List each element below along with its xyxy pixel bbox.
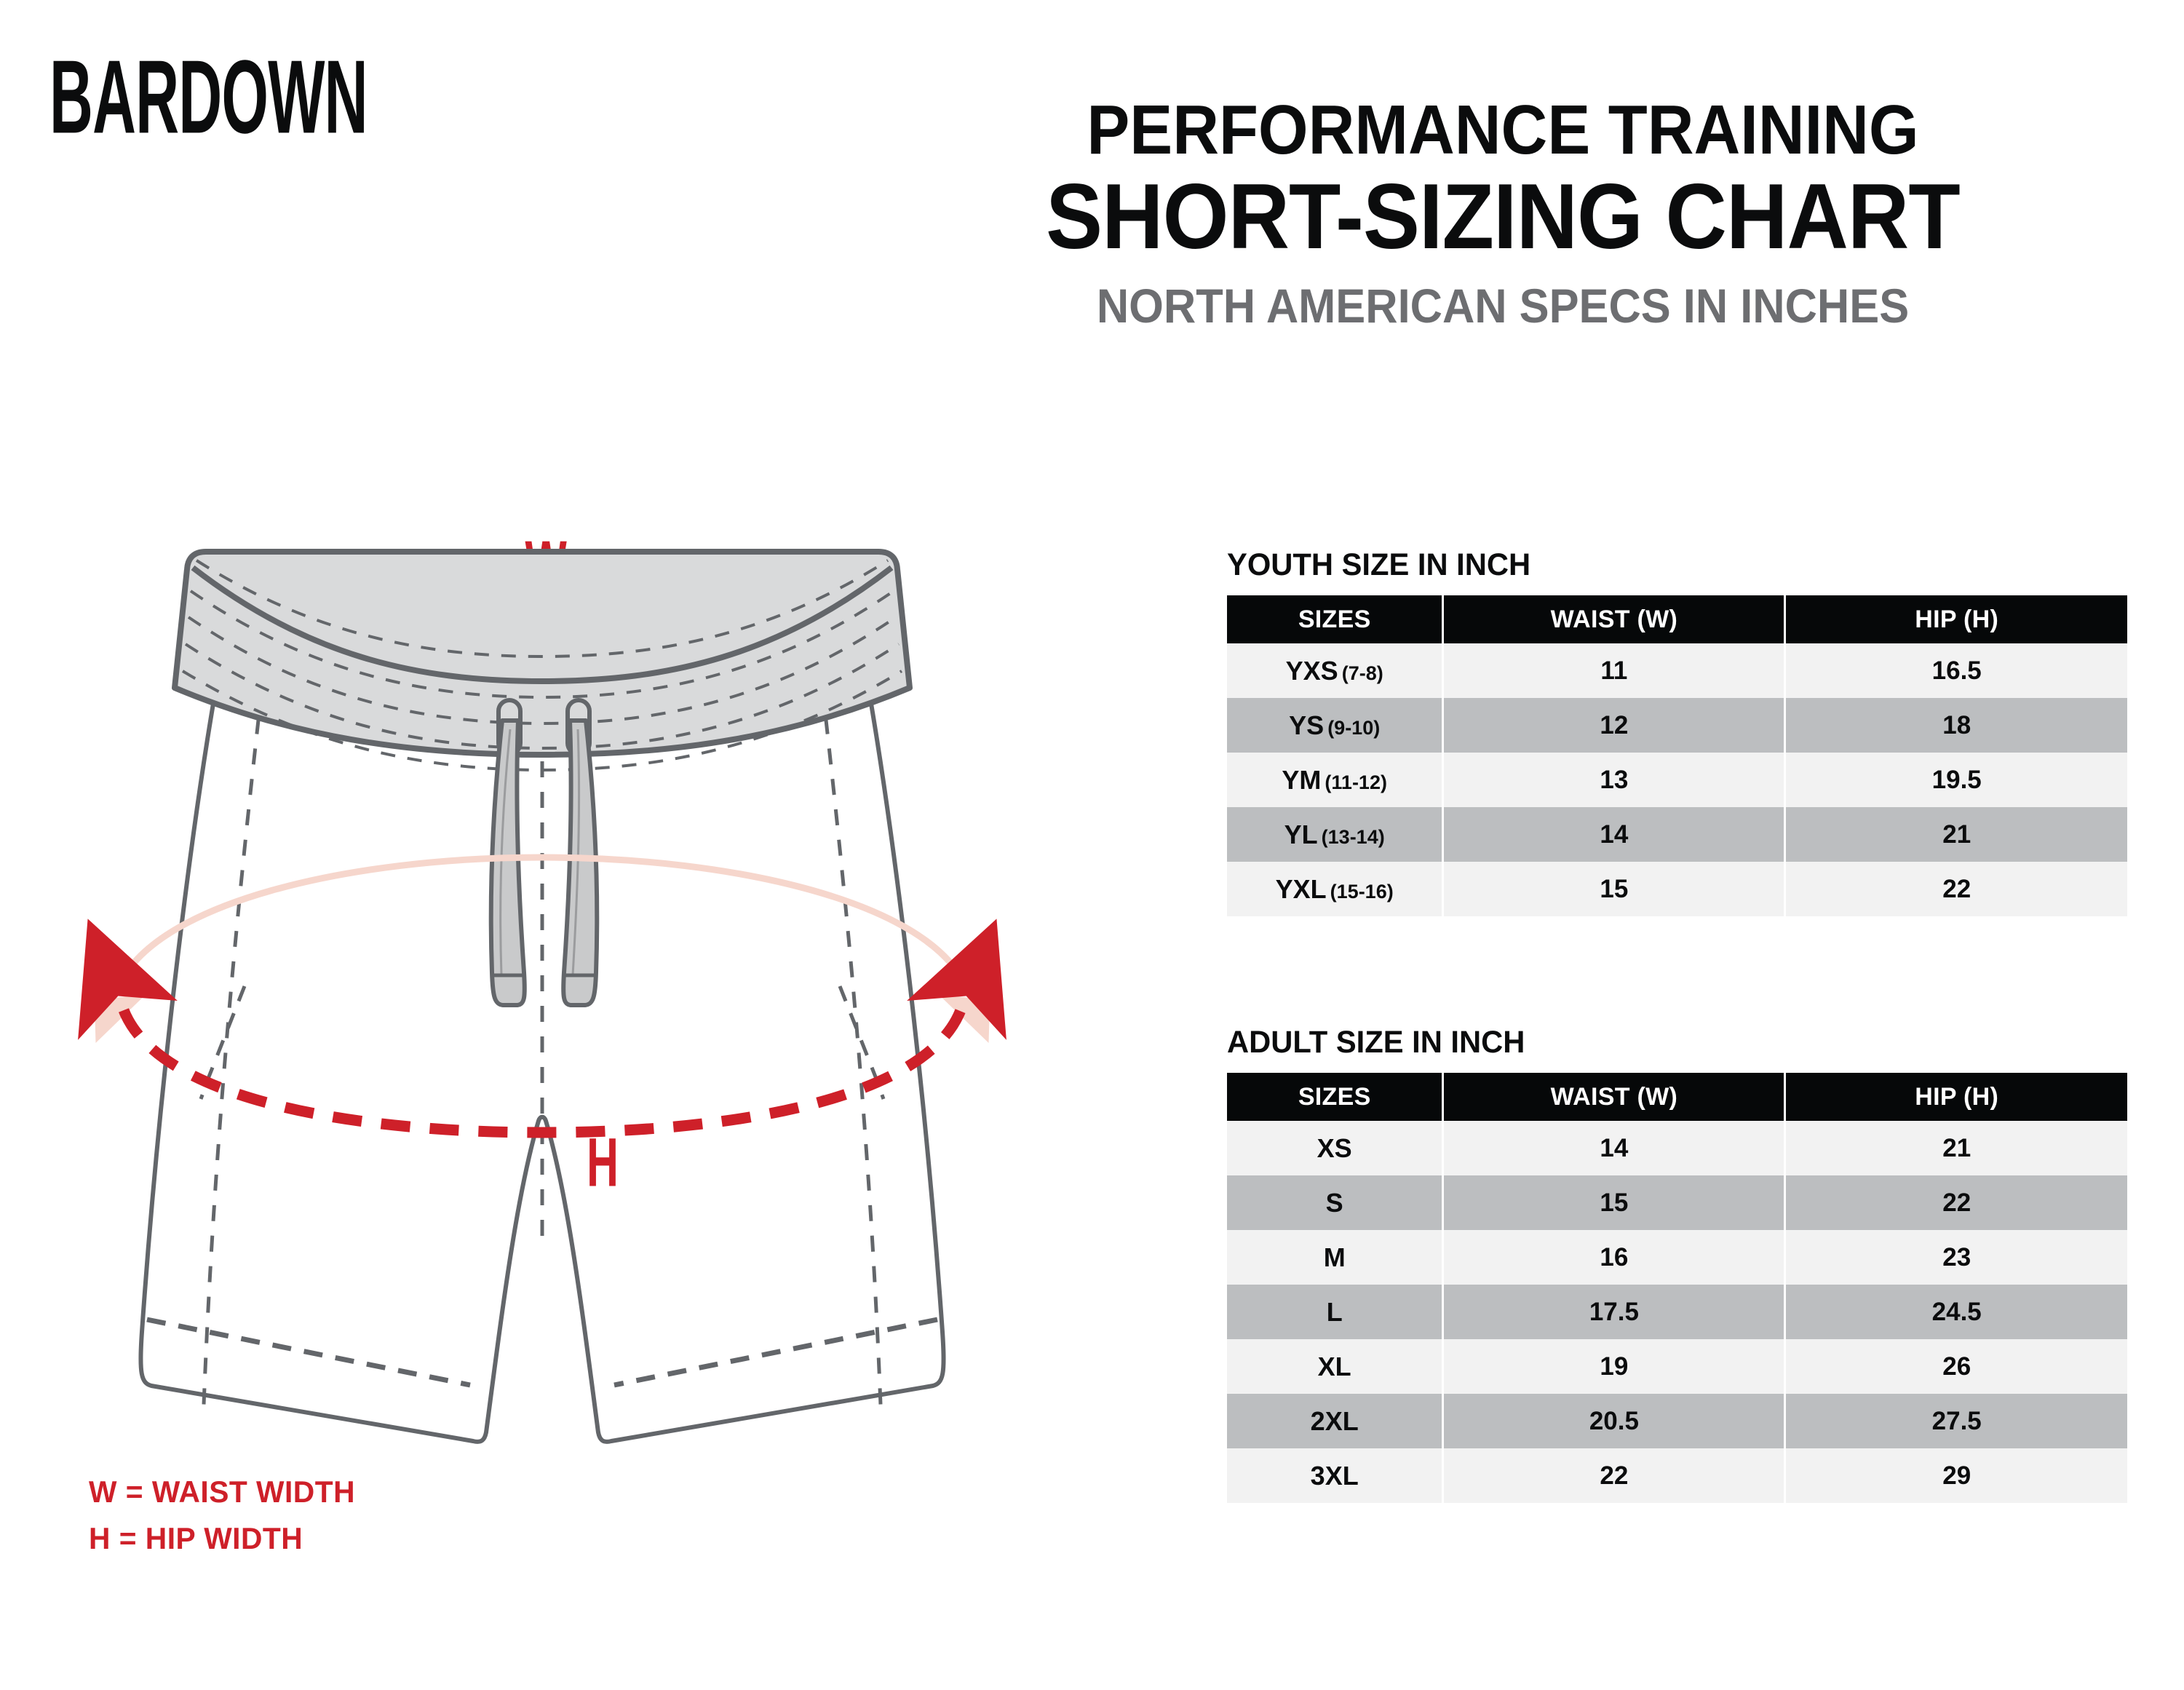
cell-waist: 17.5	[1442, 1285, 1787, 1339]
table-row: YM (11-12) 13 19.5	[1227, 753, 2127, 807]
column-header-hip: HIP (H)	[1784, 595, 2127, 643]
cell-waist: 16	[1442, 1230, 1787, 1285]
size-age-range: (15-16)	[1330, 880, 1394, 902]
cell-size: YL (13-14)	[1227, 807, 1445, 862]
table-row: S 15 22	[1227, 1175, 2127, 1230]
brand-logo: BARDOWN	[49, 39, 368, 156]
page-subtitle: NORTH AMERICAN SPECS IN INCHES	[1096, 278, 1910, 333]
column-header-waist: WAIST (W)	[1442, 595, 1787, 643]
cell-waist: 15	[1442, 1175, 1787, 1230]
hip-dimension-ring	[78, 854, 1006, 1138]
cell-size: 3XL	[1227, 1448, 1445, 1503]
cell-hip: 23	[1784, 1230, 2127, 1285]
cell-hip: 16.5	[1784, 643, 2127, 698]
hip-label: H	[587, 1124, 619, 1201]
cell-size: M	[1227, 1230, 1445, 1285]
cell-size: YXL (15-16)	[1227, 862, 1445, 916]
size-age-range: (7-8)	[1341, 662, 1383, 684]
cell-waist: 15	[1442, 862, 1787, 916]
cell-waist: 11	[1442, 643, 1787, 698]
size-label: YXL	[1275, 873, 1327, 904]
cell-hip: 22	[1784, 1175, 2127, 1230]
size-label: S	[1325, 1187, 1343, 1218]
cell-size: YM (11-12)	[1227, 753, 1445, 807]
cell-size: S	[1227, 1175, 1445, 1230]
cell-waist: 12	[1442, 698, 1787, 753]
shorts-illustration	[138, 549, 946, 1444]
table-row: 3XL 22 29	[1227, 1448, 2127, 1503]
size-age-range: (11-12)	[1325, 771, 1387, 793]
measurement-legend: W = WAIST WIDTH H = HIP WIDTH	[89, 1469, 363, 1562]
size-label: YXS	[1285, 655, 1338, 686]
column-header-sizes: SIZES	[1227, 1073, 1445, 1121]
cell-waist: 13	[1442, 753, 1787, 807]
page-title-line-1: PERFORMANCE TRAINING	[1087, 91, 1919, 169]
cell-size: YS (9-10)	[1227, 698, 1445, 753]
size-label: L	[1326, 1296, 1343, 1327]
cell-hip: 19.5	[1784, 753, 2127, 807]
table-row: M 16 23	[1227, 1230, 2127, 1285]
column-header-hip: HIP (H)	[1784, 1073, 2127, 1121]
size-label: 2XL	[1310, 1405, 1359, 1436]
table-row: XL 19 26	[1227, 1339, 2127, 1394]
table-row: YXL (15-16) 15 22	[1227, 862, 2127, 916]
table-row: 2XL 20.5 27.5	[1227, 1394, 2127, 1448]
table-row: YS (9-10) 12 18	[1227, 698, 2127, 753]
size-label: YL	[1284, 819, 1318, 849]
adult-size-section: ADULT SIZE IN INCH SIZES WAIST (W) HIP (…	[1227, 1025, 2127, 1503]
cell-hip: 21	[1784, 1121, 2127, 1175]
table-row: YXS (7-8) 11 16.5	[1227, 643, 2127, 698]
legend-hip-line: H = HIP WIDTH	[89, 1520, 303, 1555]
youth-size-table: SIZES WAIST (W) HIP (H) YXS (7-8) 11 16.5…	[1227, 595, 2127, 916]
table-header-row: SIZES WAIST (W) HIP (H)	[1227, 1073, 2127, 1121]
page-header: PERFORMANCE TRAINING SHORT-SIZING CHART …	[851, 95, 2154, 330]
youth-table-heading: YOUTH SIZE IN INCH	[1227, 547, 1531, 582]
cell-hip: 26	[1784, 1339, 2127, 1394]
shorts-diagram: W	[65, 539, 1084, 1499]
size-label: XL	[1317, 1351, 1351, 1381]
cell-waist: 14	[1442, 807, 1787, 862]
cell-waist: 19	[1442, 1339, 1787, 1394]
size-label: XS	[1317, 1132, 1352, 1163]
cell-hip: 22	[1784, 862, 2127, 916]
cell-size: XL	[1227, 1339, 1445, 1394]
cell-waist: 20.5	[1442, 1394, 1787, 1448]
legend-waist-line: W = WAIST WIDTH	[89, 1475, 355, 1509]
size-age-range: (13-14)	[1321, 825, 1385, 848]
adult-table-heading: ADULT SIZE IN INCH	[1227, 1025, 1525, 1060]
size-age-range: (9-10)	[1327, 716, 1381, 739]
cell-size: L	[1227, 1285, 1445, 1339]
size-label: M	[1323, 1242, 1346, 1272]
adult-size-table: SIZES WAIST (W) HIP (H) XS 14 21 S 15 22…	[1227, 1073, 2127, 1503]
size-label: 3XL	[1310, 1460, 1359, 1491]
cell-hip: 27.5	[1784, 1394, 2127, 1448]
table-header-row: SIZES WAIST (W) HIP (H)	[1227, 595, 2127, 643]
column-header-sizes: SIZES	[1227, 595, 1445, 643]
size-label: YM	[1282, 764, 1322, 795]
cell-hip: 18	[1784, 698, 2127, 753]
cell-hip: 21	[1784, 807, 2127, 862]
cell-hip: 24.5	[1784, 1285, 2127, 1339]
cell-waist: 14	[1442, 1121, 1787, 1175]
column-header-waist: WAIST (W)	[1442, 1073, 1787, 1121]
cell-size: YXS (7-8)	[1227, 643, 1445, 698]
cell-size: XS	[1227, 1121, 1445, 1175]
table-row: YL (13-14) 14 21	[1227, 807, 2127, 862]
cell-size: 2XL	[1227, 1394, 1445, 1448]
size-label: YS	[1289, 710, 1325, 740]
table-row: L 17.5 24.5	[1227, 1285, 2127, 1339]
cell-waist: 22	[1442, 1448, 1787, 1503]
cell-hip: 29	[1784, 1448, 2127, 1503]
youth-size-section: YOUTH SIZE IN INCH SIZES WAIST (W) HIP (…	[1227, 547, 2127, 916]
page-title-line-2: SHORT-SIZING CHART	[1046, 164, 1961, 268]
table-row: XS 14 21	[1227, 1121, 2127, 1175]
